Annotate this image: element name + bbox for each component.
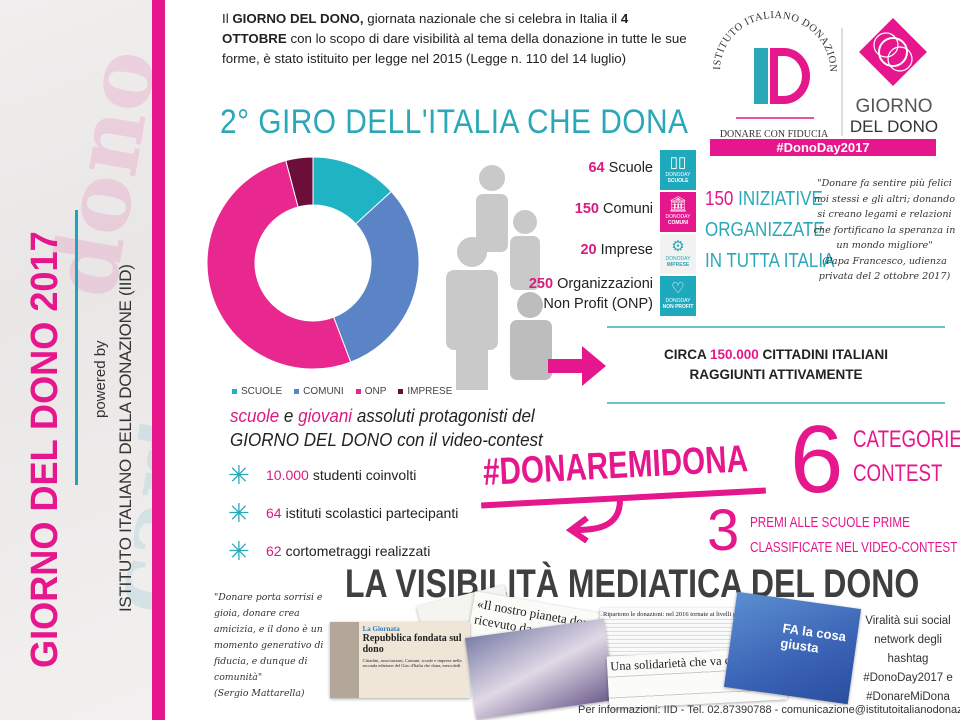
divider [607,402,945,404]
intro-text: giornata nazionale che si celebra in Ita… [363,11,621,26]
mattarella-quote: "Donare porta sorrisi e gioia, donare cr… [214,592,324,699]
legend-item: IMPRESE [398,386,452,397]
legend-label: SCUOLE [241,386,283,397]
intro-bold: GIORNO DEL DONO, [232,11,364,26]
asterisk-icon: ✳ [228,460,250,490]
giorno-del-dono-emblem [859,18,927,86]
legend-swatch [294,388,300,394]
social-virality-text: Viralità sui social network degli hashta… [863,615,953,703]
legend-swatch [398,388,404,394]
stat-imprese: 20 Imprese [580,242,653,258]
sidebar-divider [75,210,78,485]
powered-by-label: powered by [92,340,109,418]
intro-bold: 4 OTTOBRE [222,11,629,46]
schools-subtitle: scuole e giovani assoluti protagonisti d… [230,405,543,450]
donut-slice-onp [206,159,352,370]
arrow-right-icon [548,346,606,386]
news-clipping: La Giornata Repubblica fondata sul dono … [330,622,470,698]
prizes-number: 3 [707,498,740,563]
legend-item: SCUOLE [232,386,282,397]
legend-swatch [232,388,237,394]
organization-name: ISTITUTO ITALIANO DELLA DONAZIONE (IID) [116,264,135,612]
gears-icon: ⚙ DONODAY IMPRESE [660,234,696,274]
footer-contact: Per informazioni: IID - Tel. 02.87390788… [578,704,960,716]
bullet-institutes: ✳ 64 istituti scolastici partecipanti [228,498,459,528]
stat-comuni: 150 Comuni [574,201,653,217]
intro-paragraph: Il GIORNO DEL DONO, giornata nazionale c… [222,9,692,69]
book-icon: ▯▯ DONODAY SCUOLE [660,150,696,190]
logo-brand-line2: DEL DONO [850,117,938,136]
sidebar-panel: dono carta GIORNO DEL DONO 2017 powered … [0,0,152,720]
heart-icon: ♡ DONODAY NON PROFIT [660,276,696,316]
curved-arrow-icon [565,499,623,543]
media-title: LA VISIBILITÀ MEDIATICA DEL DONO [345,562,920,606]
iid-logo: ISTITUTO ITALIANO DONAZIONE DONARE CON F… [703,2,938,156]
asterisk-icon: ✳ [228,498,250,528]
bullet-students: ✳ 10.000 studenti coinvolti [228,460,417,490]
logo-hashtag: #DonoDay2017 [776,140,869,155]
donut-chart [206,156,420,370]
legend-label: ONP [364,386,387,397]
photo [330,622,359,698]
intro-text: con lo scopo di dare visibilità al tema … [222,31,687,66]
logo-tagline: DONARE CON FIDUCIA [720,129,829,140]
tv-screenshot: FA la cosa giusta [723,591,862,705]
categories-number: 6 [790,406,844,513]
divider [607,326,945,328]
donut-slice-imprese [285,156,314,208]
donut-slice-comuni [332,190,420,363]
legend-item: ONP [355,386,387,397]
prizes-label: PREMI ALLE SCUOLE PRIME CLASSIFICATE NEL … [750,514,958,556]
reach-text: CIRCA 150.000 CITTADINI ITALIANI RAGGIUNT… [663,347,889,382]
bullet-shorts: ✳ 62 cortometraggi realizzati [228,536,431,566]
section-title: 2° GIRO DELL'ITALIA CHE DONA [220,103,689,141]
legend-item: COMUNI [294,386,344,397]
logo-block: ISTITUTO ITALIANO DONAZIONE DONARE CON F… [703,2,952,156]
town-hall-icon: 🏛 DONODAY COMUNI [660,192,696,232]
legend-label: COMUNI [303,386,344,397]
sidebar-title: GIORNO DEL DONO 2017 [24,231,66,668]
categories-label: CATEGORIE CONTEST [853,426,960,487]
legend-swatch [355,388,361,394]
initiatives-text: 150 INIZIATIVE ORGANIZZATE IN TUTTA ITALI… [705,188,835,272]
people-icon [446,165,552,390]
legend-label: IMPRESE [407,386,453,397]
asterisk-icon: ✳ [228,536,250,566]
intro-text: Il [222,11,233,26]
stat-scuole: 64 Scuole [588,160,653,176]
logo-brand-line1: GIORNO [855,96,932,117]
papa-quote: "Donare fa sentire più felici noi stessi… [813,178,956,282]
stat-onp: 250 Organizzazioni Non Profit (ONP) [528,276,653,312]
accent-bar [152,0,165,720]
chart-legend: SCUOLE COMUNI ONP IMPRESE [232,386,452,397]
